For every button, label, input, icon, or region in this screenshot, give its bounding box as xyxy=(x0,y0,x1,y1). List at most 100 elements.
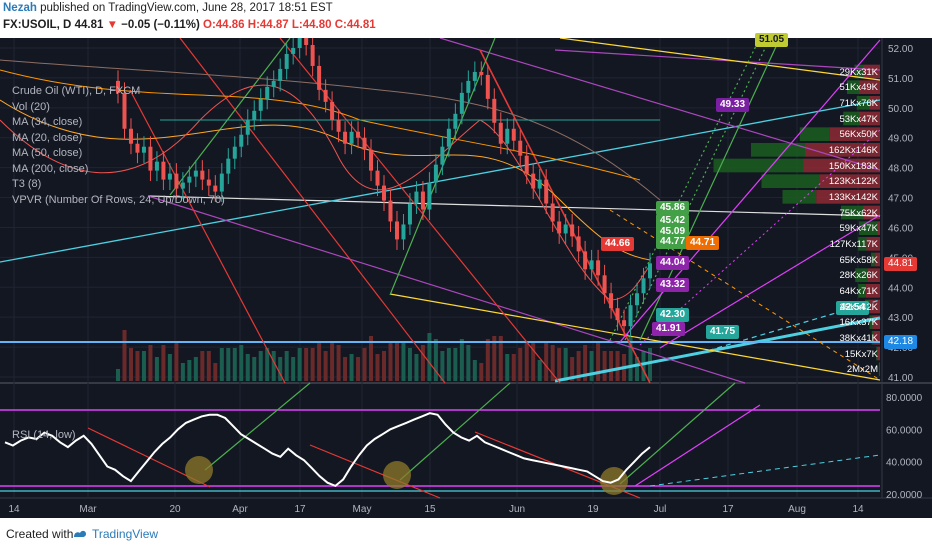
orange-dashed-line xyxy=(609,209,881,381)
volume-bar xyxy=(576,351,581,381)
tradingview-logo-icon[interactable] xyxy=(72,526,88,540)
legend-item[interactable]: MA (20, close) xyxy=(12,131,83,144)
vpvr-up-bar xyxy=(847,80,859,94)
candle-body xyxy=(563,224,568,234)
volume-bar xyxy=(628,336,633,381)
volume-bars xyxy=(116,330,652,381)
publish-line: Nezah published on TradingView.com, June… xyxy=(3,2,333,14)
vpvr-row-label: 133Kx142K xyxy=(828,191,878,203)
candle-body xyxy=(330,101,335,120)
vpvr-row-label: 123Kx122K xyxy=(828,176,878,188)
volume-bar xyxy=(278,357,283,381)
volume-bar xyxy=(498,336,503,381)
candle-body xyxy=(336,119,341,132)
time-tick-label: Jul xyxy=(654,504,667,515)
candle-body xyxy=(174,173,179,189)
volume-bar xyxy=(596,342,601,381)
legend-item[interactable]: Vol (20) xyxy=(12,100,50,113)
volume-bar xyxy=(635,357,640,381)
legend-item[interactable]: MA (34, close) xyxy=(12,116,83,128)
vpvr-row-label: 28Kx26K xyxy=(839,270,878,282)
vpvr-up-bar xyxy=(713,158,804,173)
rsi-green-line-1 xyxy=(204,382,311,471)
rsi-tick-label: 60.0000 xyxy=(886,425,923,436)
red-channel-4 xyxy=(479,49,651,384)
candle-body xyxy=(310,45,315,66)
price-tag: 45.86 xyxy=(656,201,690,215)
author-link[interactable]: Nezah xyxy=(3,2,37,14)
candle-body xyxy=(154,161,159,171)
volume-bar xyxy=(524,342,529,381)
vpvr-row-label: 71Kx76K xyxy=(839,97,878,109)
candle-body xyxy=(394,221,399,240)
legend-item[interactable]: MA (50, close) xyxy=(12,147,83,159)
candle-body xyxy=(537,179,542,189)
price-tag: 44.04 xyxy=(656,256,690,270)
published-text: published on TradingView.com, June 28, 2… xyxy=(40,2,333,14)
candle-body xyxy=(498,122,503,144)
legend-item[interactable]: MA (200, close) xyxy=(12,162,89,175)
candles xyxy=(116,25,652,337)
yellow-lower-line xyxy=(389,293,881,381)
tradingview-brand[interactable]: TradingView xyxy=(92,527,159,541)
volume-bar xyxy=(420,345,425,381)
volume-profile xyxy=(713,64,880,376)
volume-bar xyxy=(583,345,588,381)
candle-body xyxy=(648,263,652,279)
legend-item[interactable]: VPVR (Number Of Rows, 24, Up/Down, 70) xyxy=(12,193,225,206)
time-tick-label: 14 xyxy=(8,504,20,515)
candle-body xyxy=(518,140,523,156)
candle-body xyxy=(375,170,380,186)
vpvr-up-bar xyxy=(854,64,864,79)
volume-bar xyxy=(323,351,328,381)
candle-body xyxy=(505,128,510,144)
chart-area[interactable]: 52.0051.0050.0049.0048.0047.0046.0045.00… xyxy=(0,25,932,518)
time-tick-label: Mar xyxy=(79,504,97,515)
candle-body xyxy=(596,260,601,276)
volume-bar xyxy=(505,354,510,381)
rsi-red-line-2 xyxy=(309,444,441,499)
vpvr-row-label: 56Kx50K xyxy=(839,129,878,141)
volume-bar xyxy=(609,351,614,381)
vpvr-down-bar xyxy=(869,96,880,110)
candle-body xyxy=(135,143,140,153)
candle-body xyxy=(388,200,393,222)
volume-bar xyxy=(128,348,133,381)
vpvr-down-bar xyxy=(829,127,880,141)
chart-canvas[interactable]: 52.0051.0050.0049.0048.0047.0046.0045.00… xyxy=(0,25,932,518)
legend-item[interactable]: T3 (8) xyxy=(12,178,42,190)
candle-body xyxy=(427,182,432,210)
candle-body xyxy=(213,185,218,192)
vpvr-row-label: 53Kx47K xyxy=(839,113,878,125)
legend-title[interactable]: Crude Oil (WTI), D, FXCM xyxy=(12,85,141,97)
vpvr-row-label: 25Kx42K xyxy=(839,301,878,313)
line-price-badge: 42.18 xyxy=(884,335,918,349)
volume-bar xyxy=(602,351,607,381)
volume-bar xyxy=(330,342,335,381)
candle-body xyxy=(148,146,153,171)
vpvr-row-label: 150Kx183K xyxy=(828,160,878,172)
vpvr-down-bar xyxy=(877,346,880,361)
candle-body xyxy=(167,173,172,180)
volume-bar xyxy=(122,330,127,381)
vpvr-row-label: 51Kx49K xyxy=(839,82,878,94)
vpvr-up-bar xyxy=(858,284,866,298)
volume-bar xyxy=(401,342,406,381)
candle-body xyxy=(622,320,627,327)
candle-body xyxy=(459,92,464,114)
time-tick-label: 20 xyxy=(169,504,181,515)
ma-200 xyxy=(0,59,661,201)
candle-body xyxy=(492,98,497,123)
price-tick-label: 47.00 xyxy=(888,194,913,205)
ohlc-values: O:44.86 H:44.87 L:44.80 C:44.81 xyxy=(203,19,376,31)
volume-bar xyxy=(148,345,153,381)
candle-body xyxy=(407,203,412,225)
volume-bar xyxy=(648,348,652,381)
candle-body xyxy=(343,131,348,144)
cyan-trendline xyxy=(0,99,881,263)
volume-bar xyxy=(226,348,231,381)
volume-bar xyxy=(232,348,237,381)
purple-channel-high xyxy=(439,37,881,171)
rsi-legend[interactable]: RSI (14, low) xyxy=(12,429,76,441)
price-tag: 44.66 xyxy=(601,237,635,251)
